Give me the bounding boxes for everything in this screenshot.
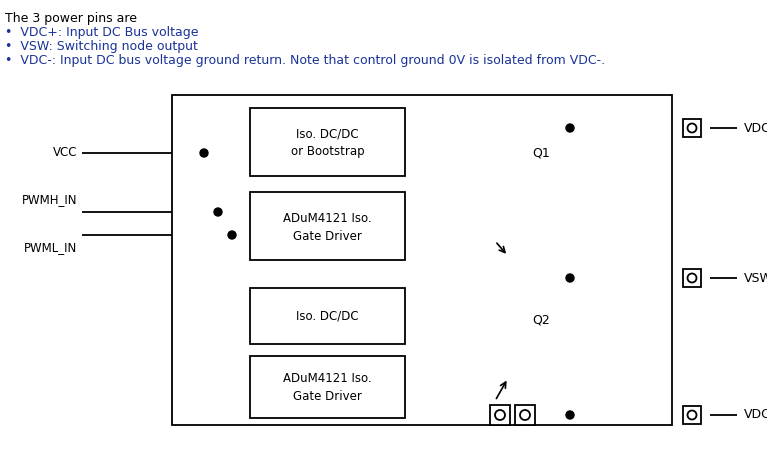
Text: VSW: VSW <box>744 272 767 285</box>
Bar <box>250 192 405 260</box>
Bar <box>490 405 510 425</box>
Circle shape <box>214 208 222 216</box>
Circle shape <box>687 124 696 133</box>
Text: Gate Driver: Gate Driver <box>293 230 362 243</box>
Circle shape <box>566 274 574 282</box>
Text: •  VSW: Switching node output: • VSW: Switching node output <box>5 40 198 53</box>
Bar <box>250 108 405 176</box>
Bar <box>683 406 701 424</box>
Text: Gate Driver: Gate Driver <box>293 391 362 404</box>
Text: ADuM4121 Iso.: ADuM4121 Iso. <box>283 373 372 386</box>
Text: Iso. DC/DC: Iso. DC/DC <box>296 309 359 322</box>
Circle shape <box>495 410 505 420</box>
Text: •  VDC-: Input DC bus voltage ground return. Note that control ground 0V is isol: • VDC-: Input DC bus voltage ground retu… <box>5 54 605 67</box>
Text: or Bootstrap: or Bootstrap <box>291 146 364 158</box>
Text: VDC+: VDC+ <box>744 121 767 134</box>
Text: ADuM4121 Iso.: ADuM4121 Iso. <box>283 212 372 225</box>
Text: Iso. DC/DC: Iso. DC/DC <box>296 128 359 141</box>
Bar <box>683 119 701 137</box>
Bar <box>172 95 672 425</box>
Bar <box>683 269 701 287</box>
Circle shape <box>200 149 208 157</box>
Text: •  VDC+: Input DC Bus voltage: • VDC+: Input DC Bus voltage <box>5 26 199 39</box>
Circle shape <box>687 410 696 419</box>
Bar <box>250 356 405 418</box>
Circle shape <box>566 411 574 419</box>
Text: The 3 power pins are: The 3 power pins are <box>5 12 137 25</box>
Text: PWML_IN: PWML_IN <box>24 241 77 254</box>
Circle shape <box>687 273 696 282</box>
Text: PWMH_IN: PWMH_IN <box>21 193 77 206</box>
Circle shape <box>228 231 236 239</box>
Text: VDC-: VDC- <box>744 409 767 422</box>
Text: Q1: Q1 <box>532 147 550 160</box>
Text: Q2: Q2 <box>532 313 550 327</box>
Bar <box>250 288 405 344</box>
Circle shape <box>520 410 530 420</box>
Text: VCC: VCC <box>52 147 77 160</box>
Bar <box>515 405 535 425</box>
Circle shape <box>566 124 574 132</box>
